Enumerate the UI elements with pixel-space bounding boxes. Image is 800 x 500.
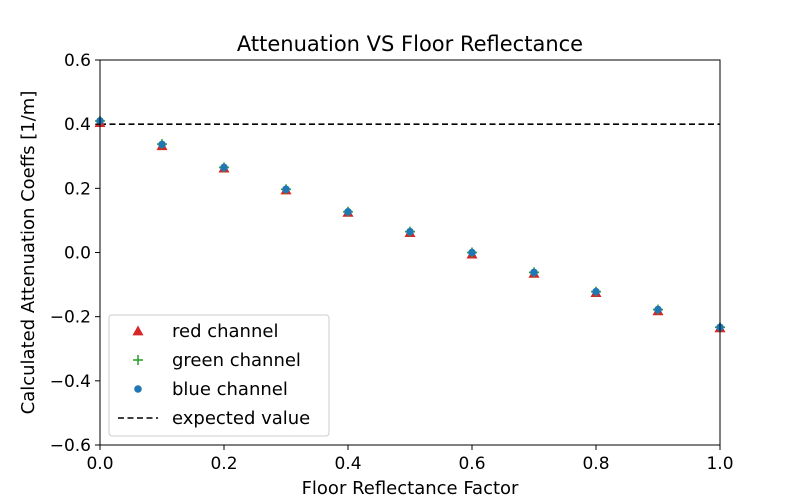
y-tick-label: −0.2 [50,308,91,328]
legend-item-red-channel: red channel [132,321,278,342]
legend: red channel green channel blue channel expe… [108,314,330,437]
chart-title: Attenuation VS Floor Reflectance [237,32,583,56]
legend-marker [133,355,143,365]
y-tick-label: 0.4 [64,115,91,135]
data-point [158,140,166,149]
x-tick-label: 0.2 [210,454,237,474]
y-axis-label: Calculated Attenuation Coeffs [1/m] [18,91,39,415]
series-blue-channel [96,117,724,332]
legend-label: blue channel [172,379,288,400]
data-point [592,287,600,296]
y-tick-label: 0.6 [64,51,91,71]
legend-item-expected-value: expected value [118,408,310,429]
legend-item-green-channel: green channel [133,350,301,371]
x-tick-label: 0.6 [458,454,485,474]
x-tick-label: 0.4 [334,454,361,474]
x-axis: 0.0 0.2 0.4 0.6 0.8 1.0 [86,445,734,474]
y-tick-label: 0.2 [64,179,91,199]
data-point [344,207,352,216]
data-point [282,185,290,194]
x-axis-label: Floor Reflectance Factor [302,478,519,499]
data-point [220,163,228,172]
data-point [530,268,538,277]
legend-label: green channel [172,350,301,371]
y-tick-label: −0.4 [50,372,91,392]
legend-marker [132,325,144,336]
y-axis: −0.6 −0.4 −0.2 0.0 0.2 0.4 0.6 [50,51,100,456]
legend-marker [134,385,142,393]
legend-item-blue-channel: blue channel [134,379,288,400]
x-tick-label: 1.0 [706,454,733,474]
legend-frame [108,314,330,437]
data-point [654,305,662,314]
x-tick-label: 0.8 [582,454,609,474]
y-tick-label: 0.0 [64,244,91,264]
data-point [406,227,414,236]
data-point [468,248,476,257]
x-tick-label: 0.0 [86,454,113,474]
legend-label: red channel [172,321,278,342]
legend-label: expected value [172,408,310,429]
y-tick-label: −0.6 [50,436,91,456]
